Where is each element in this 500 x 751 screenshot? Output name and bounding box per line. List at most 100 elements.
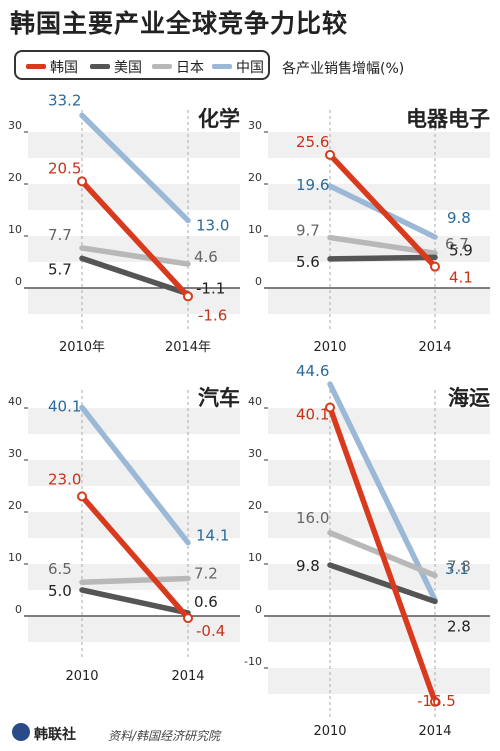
chart-2-title: 电器电子 — [406, 107, 490, 131]
chart-3-line-korea — [79, 493, 191, 621]
chart-4-xtick-label: 2010 — [313, 724, 346, 739]
chart-2-xtick-label: 2014 — [418, 340, 451, 355]
chart-4-xtick-label: 2014 — [418, 724, 451, 739]
chart-3-band — [28, 564, 240, 590]
chart-4-value-label-korea: -16.5 — [417, 692, 456, 710]
chart-2-value-label-us: 5.6 — [296, 253, 320, 271]
chart-3-band — [28, 512, 240, 538]
chart-2-line-us — [327, 254, 438, 262]
metric-note: 各产业销售增幅(%) — [282, 61, 405, 77]
chart-3-value-label-korea: -0.4 — [196, 622, 225, 640]
chart-3-band — [28, 408, 240, 434]
legend: 韩国 美国 日本 中国 — [14, 50, 270, 80]
chart-4-band — [268, 512, 490, 538]
chart-4-ytick-label: 30 — [248, 447, 262, 460]
chart-1-line-korea — [79, 178, 191, 300]
footer-agency: 韩联社 — [34, 727, 76, 743]
chart-2-band — [268, 132, 490, 158]
chart-1-ytick-label: 0 — [15, 275, 22, 288]
chart-1-ytick-label: 20 — [8, 171, 22, 184]
chart-3-point-korea — [183, 613, 193, 624]
chart-1-line-japan — [79, 245, 191, 267]
legend-label-us: 美国 — [114, 60, 142, 76]
chart-2-value-label-china: 9.8 — [447, 209, 471, 227]
chart-4-band — [268, 564, 490, 590]
chart-1-point-korea — [77, 176, 87, 187]
chart-4-point-korea — [325, 402, 335, 413]
chart-1-title: 化学 — [198, 107, 240, 131]
chart-2-ytick-label: 10 — [248, 223, 262, 236]
legend-swatch-us — [90, 64, 110, 69]
chart-1-ytick-label: 30 — [8, 119, 22, 132]
chart-2-point-korea — [325, 149, 335, 160]
legend-swatch-china — [212, 64, 232, 69]
chart-2-line-korea — [327, 152, 438, 270]
chart-3-value-label-us: 5.0 — [48, 582, 72, 600]
chart-3-value-label-japan: 6.5 — [48, 560, 72, 578]
chart-3-value-label-japan: 7.2 — [194, 565, 218, 583]
page-title: 韩国主要产业全球竞争力比较 — [10, 9, 349, 38]
legend-label-japan: 日本 — [176, 60, 204, 76]
chart-1-ytick-label: 10 — [8, 223, 22, 236]
chart-1-band — [28, 288, 240, 314]
chart-3-xtick-label: 2014 — [171, 669, 204, 684]
chart-3-value-label-china: 14.1 — [196, 527, 229, 545]
chart-1-value-label-korea: -1.6 — [198, 306, 227, 324]
chart-4-ytick-label: -10 — [244, 655, 262, 668]
chart-4-ytick-label: 40 — [248, 395, 262, 408]
legend-label-china: 中国 — [236, 60, 264, 76]
chart-1-xtick-label: 2010年 — [59, 340, 105, 355]
chart-2-ytick-label: 20 — [248, 171, 262, 184]
chart-3-line-us — [79, 587, 191, 616]
chart-1-value-label-japan: 4.6 — [194, 248, 218, 266]
chart-4-value-label-us: 9.8 — [296, 557, 320, 575]
chart-4-ytick-label: 10 — [248, 551, 262, 564]
chart-2-value-label-us: 5.9 — [449, 241, 473, 259]
chart-4-point-korea — [430, 696, 440, 707]
chart-4-value-label-korea: 40.1 — [296, 405, 329, 423]
chart-4-band — [268, 408, 490, 434]
legend-swatch-japan — [152, 64, 172, 69]
chart-1-line-us — [79, 255, 191, 297]
chart-2-point-korea — [430, 261, 440, 272]
chart-2-value-label-korea: 4.1 — [449, 269, 473, 287]
agency-logo-icon — [12, 723, 30, 741]
chart-2-value-label-japan: 6.7 — [445, 235, 469, 253]
chart-4-line-us — [327, 562, 438, 605]
chart-4-line-korea — [327, 404, 438, 705]
chart-4-title: 海运 — [448, 386, 490, 410]
chart-2-value-label-japan: 9.7 — [296, 222, 320, 240]
chart-3-band — [28, 616, 240, 642]
chart-4-value-label-us: 2.8 — [447, 617, 471, 635]
chart-1-line-china — [79, 112, 191, 224]
chart-4-ytick-label: 0 — [255, 603, 262, 616]
chart-3-ytick-label: 10 — [8, 551, 22, 564]
chart-3-xtick-label: 2010 — [65, 669, 98, 684]
chart-3-ytick-label: 20 — [8, 499, 22, 512]
chart-3-line-japan — [79, 575, 191, 585]
chart-1-value-label-japan: 7.7 — [48, 226, 72, 244]
chart-2-ytick-label: 0 — [255, 275, 262, 288]
chart-3-value-label-china: 40.1 — [48, 397, 81, 415]
chart-2-xtick-label: 2010 — [313, 340, 346, 355]
chart-4-value-label-japan: 7.8 — [447, 557, 471, 575]
chart-1-value-label-korea: 20.5 — [48, 159, 81, 177]
chart-3-ytick-label: 40 — [8, 395, 22, 408]
chart-1-point-korea — [183, 291, 193, 302]
chart-1-value-label-china: 33.2 — [48, 91, 81, 109]
chart-3-point-korea — [77, 491, 87, 502]
chart-4-value-label-japan: 16.0 — [296, 509, 329, 527]
legend-label-korea: 韩国 — [50, 60, 78, 76]
chart-4-value-label-china: 44.6 — [296, 362, 329, 380]
legend-swatch-korea — [26, 64, 46, 69]
chart-3-ytick-label: 30 — [8, 447, 22, 460]
chart-2-ytick-label: 30 — [248, 119, 262, 132]
chart-1-value-label-china: 13.0 — [196, 216, 229, 234]
chart-1-xtick-label: 2014年 — [165, 340, 211, 355]
chart-2-band — [268, 288, 490, 314]
chart-3-ytick-label: 0 — [15, 603, 22, 616]
chart-3-value-label-us: 0.6 — [194, 593, 218, 611]
footer-source: 资料/韩国经济研究院 — [108, 729, 221, 743]
chart-3-title: 汽车 — [198, 386, 240, 410]
